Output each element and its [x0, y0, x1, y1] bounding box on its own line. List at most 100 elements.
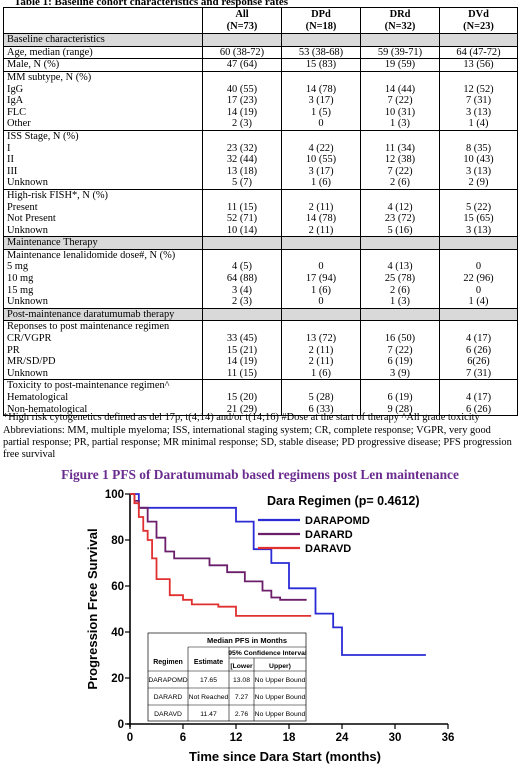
table-row: FLC 14 (19) 1 (5) 10 (31) 3 (13) [3, 106, 518, 119]
pfs-chart: 0 20 40 60 80 100 0 6 12 18 24 30 36 Time since Dara … [0, 480, 520, 766]
table-caption: Table 1: Baseline cohort characteristics… [14, 0, 289, 8]
x-tick-label: 0 [127, 732, 133, 744]
value-cell: 2 (3) [202, 296, 282, 309]
table-row: Unknown 10 (14) 2 (11) 5 (16) 3 (13) [3, 224, 518, 238]
y-tick-label: 0 [118, 719, 124, 731]
inset-col-ci: 95% Confidence Interval [228, 650, 307, 657]
value-cell [281, 307, 361, 322]
value-cell [281, 379, 361, 392]
value-cell: 10 (43) [439, 154, 518, 166]
value-cell [202, 236, 282, 250]
value-cell: 11 (34) [360, 142, 440, 155]
pfs-chart-svg: 0 20 40 60 80 100 0 6 12 18 24 30 36 Time since Dara … [85, 489, 454, 764]
x-tick-label: 6 [180, 732, 186, 744]
table-section-row: Baseline characteristics [3, 33, 518, 47]
value-cell [202, 129, 282, 143]
inset-cell-regimen: DARAPOMD [148, 677, 187, 684]
value-cell [281, 70, 361, 84]
value-cell: 64 (88) [202, 273, 282, 285]
legend-label-darapomd: DARAPOMD [305, 515, 370, 527]
row-label-cell: Present [3, 201, 203, 214]
table-row: PR 15 (21) 2 (11) 7 (22) 6 (26) [3, 344, 518, 357]
row-label-cell: ISS Stage, N (%) [3, 129, 203, 143]
value-cell: 3 (13) [439, 106, 518, 119]
value-cell: 14 (78) [281, 83, 361, 96]
value-cell [281, 188, 361, 202]
value-cell: 33 (45) [202, 333, 282, 345]
value-cell [439, 307, 518, 322]
x-tick-label: 30 [389, 732, 402, 744]
table-row: Unknown 11 (15) 1 (6) 3 (9) 7 (31) [3, 367, 518, 381]
inset-cell-lower: 13.08 [233, 677, 250, 684]
value-cell: 7 (22) [360, 165, 440, 178]
value-cell: 1 (6) [281, 177, 361, 190]
table-row: MR/SD/PD 14 (19) 2 (11) 6 (19) 6(26) [3, 356, 518, 368]
legend-title: Dara Regimen (p= 0.4612) [267, 494, 420, 508]
value-cell: 53 (38-68) [281, 45, 361, 60]
value-cell [360, 320, 440, 334]
row-label-cell: Baseline characteristics [3, 33, 203, 47]
table-row: Other 2 (3) 0 1 (3) 1 (4) [3, 118, 518, 131]
value-cell [360, 248, 440, 262]
value-cell: 0 [281, 118, 361, 131]
row-label-cell: Maintenance Therapy [3, 236, 203, 250]
row-label-cell: Other [3, 118, 203, 131]
value-cell: 3 (9) [360, 367, 440, 381]
value-cell: 2 (6) [360, 177, 440, 190]
value-cell [202, 248, 282, 262]
row-label-cell: Age, median (range) [3, 45, 203, 60]
value-cell: 5 (16) [360, 224, 440, 238]
table-row: IgG 40 (55) 14 (78) 14 (44) 12 (52) [3, 83, 518, 96]
inset-col-upper: Upper) [269, 663, 291, 670]
value-cell: 2 (3) [202, 118, 282, 131]
value-cell: 3 (13) [439, 224, 518, 238]
row-label-cell: Male, N (%) [3, 58, 203, 72]
value-cell: 10 (14) [202, 224, 282, 238]
value-cell: 5 (22) [439, 201, 518, 214]
value-cell [360, 379, 440, 392]
inset-cell-upper: No Upper Bound [255, 677, 306, 684]
header-cell: DRd (N=32) [360, 6, 440, 35]
row-label-cell: I [3, 142, 203, 155]
value-cell: 1 (6) [281, 284, 361, 297]
inset-cell-regimen: DARAVD [154, 711, 182, 718]
value-cell [202, 307, 282, 322]
row-label-cell: III [3, 165, 203, 178]
series-line-darapomd [130, 493, 426, 656]
table-row: Non-hematological 21 (29) 6 (33) 9 (28) 6 (2… [3, 403, 518, 417]
value-cell [202, 320, 282, 334]
value-cell: 13 (56) [439, 58, 518, 72]
figure-title: Figure 1 PFS of Daratumumab based regime… [61, 467, 459, 482]
value-cell: 17 (23) [202, 95, 282, 107]
value-cell [281, 320, 361, 334]
header-group-n: (N=73) [226, 20, 258, 32]
header-cell: DVd (N=23) [439, 6, 518, 35]
inset-cell-lower: 2.76 [235, 711, 248, 718]
chart-legend: Dara Regimen (p= 0.4612) DARAPOMD DARARD DA… [258, 494, 420, 555]
value-cell: 2 (9) [439, 177, 518, 190]
value-cell: 0 [439, 284, 518, 297]
value-cell [439, 129, 518, 143]
header-cell: DPd (N=18) [281, 6, 361, 35]
value-cell: 3 (17) [281, 165, 361, 178]
row-label-cell: Unknown [3, 367, 203, 381]
row-label-cell: High-risk FISH*, N (%) [3, 188, 203, 202]
value-cell [202, 70, 282, 84]
value-cell: 4 (5) [202, 261, 282, 274]
y-tick-label: 80 [111, 535, 124, 547]
row-label-cell: 5 mg [3, 261, 203, 274]
value-cell: 2 (11) [281, 201, 361, 214]
table-row: Age, median (range) 60 (38-72) 53 (38-68) 5… [3, 45, 518, 60]
table-section-row: Post-maintenance daratumumab therapy [3, 307, 518, 322]
value-cell [202, 379, 282, 392]
series-line-darard [130, 493, 307, 601]
table-row: II 32 (44) 10 (55) 12 (38) 10 (43) [3, 154, 518, 166]
value-cell: 13 (18) [202, 165, 282, 178]
value-cell: 59 (39-71) [360, 45, 440, 60]
value-cell: 3 (17) [281, 95, 361, 107]
row-label-cell: Maintenance lenalidomide dose#, N (%) [3, 248, 203, 262]
value-cell [281, 129, 361, 143]
value-cell: 32 (44) [202, 154, 282, 166]
table-section-row: Maintenance Therapy [3, 236, 518, 250]
table-header-row: All (N=73) DPd (N=18) DRd (N=32) DVd (N=23) [3, 6, 518, 35]
